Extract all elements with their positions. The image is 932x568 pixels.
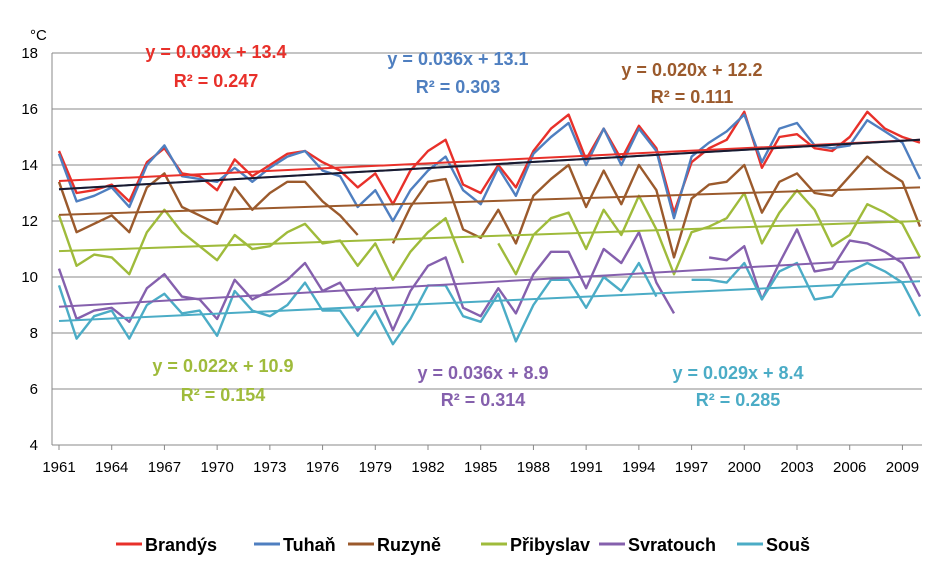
gridlines [52, 52, 922, 390]
y-axis-label: °C [30, 27, 47, 44]
y-tick-label: 6 [30, 381, 38, 398]
trend-annotations: y = 0.030x + 13.4 R² = 0.247 y = 0.036x + … [145, 42, 803, 410]
trend-line-5 [58, 280, 921, 322]
x-tick-label: 1982 [411, 459, 444, 476]
legend: Brandýs Tuhaň Ruzyně Přibyslav Svratouch Souš [116, 535, 810, 555]
y-tick-label: 14 [21, 157, 38, 174]
y-tick-label: 18 [21, 45, 38, 62]
x-tick-label: 1991 [569, 459, 602, 476]
axes [51, 53, 922, 446]
trend-equation: y = 0.020x + 12.2 [621, 60, 762, 80]
trend-line-3 [58, 220, 921, 253]
legend-label: Tuhaň [283, 535, 336, 555]
trend-line-dark [58, 138, 921, 191]
trend-r-squared: R² = 0.111 [651, 87, 734, 107]
y-tick-label: 16 [21, 101, 38, 118]
x-tick-label: 1964 [95, 459, 128, 476]
y-tick-label: 4 [30, 437, 38, 454]
x-tick-label: 1985 [464, 459, 497, 476]
legend-label: Přibyslav [510, 535, 590, 555]
x-tick-label: 1994 [622, 459, 655, 476]
series-line-4 [57, 228, 922, 332]
trend-line-0 [58, 138, 921, 182]
trend-equation: y = 0.029x + 8.4 [672, 363, 803, 383]
x-tick-label: 1970 [200, 459, 233, 476]
x-tick-label: 1967 [148, 459, 181, 476]
trend-r-squared: R² = 0.303 [416, 77, 501, 97]
x-tick-label: 1973 [253, 459, 286, 476]
legend-label: Ruzyně [377, 535, 441, 555]
trend-r-squared: R² = 0.314 [441, 390, 526, 410]
trend-equation: y = 0.036x + 8.9 [417, 363, 548, 383]
x-tick-label: 1976 [306, 459, 339, 476]
y-tick-labels: 4 6 8 10 12 14 16 18 [21, 45, 38, 454]
y-tick-label: 10 [21, 269, 38, 286]
trend-equation: y = 0.030x + 13.4 [145, 42, 286, 62]
series-line-2 [57, 155, 922, 259]
trend-line-2 [58, 186, 921, 216]
series-line-3 [57, 189, 922, 281]
trend-r-squared: R² = 0.285 [696, 390, 781, 410]
trend-r-squared: R² = 0.154 [181, 385, 266, 405]
legend-label: Svratouch [628, 535, 716, 555]
legend-label: Souš [766, 535, 810, 555]
x-tick-label: 1979 [359, 459, 392, 476]
x-tick-label: 2003 [780, 459, 813, 476]
series-line-1 [57, 113, 922, 223]
series-lines [57, 110, 922, 346]
y-tick-label: 8 [30, 325, 38, 342]
x-tick-label: 2006 [833, 459, 866, 476]
x-tick-label: 1997 [675, 459, 708, 476]
x-tick-label: 1961 [42, 459, 75, 476]
x-tick-label: 2000 [728, 459, 761, 476]
x-tick-labels: 1961 1964 1967 1970 1973 1976 1979 1982 1985 1988… [42, 445, 919, 476]
series-line-5 [57, 261, 922, 346]
x-tick-label: 1988 [517, 459, 550, 476]
y-tick-label: 12 [21, 213, 38, 230]
trend-lines [58, 138, 921, 322]
x-tick-label: 2009 [886, 459, 919, 476]
legend-label: Brandýs [145, 535, 217, 555]
trend-equation: y = 0.036x + 13.1 [387, 49, 528, 69]
trend-line-4 [58, 256, 921, 308]
trend-r-squared: R² = 0.247 [174, 71, 259, 91]
trend-equation: y = 0.022x + 10.9 [152, 356, 293, 376]
